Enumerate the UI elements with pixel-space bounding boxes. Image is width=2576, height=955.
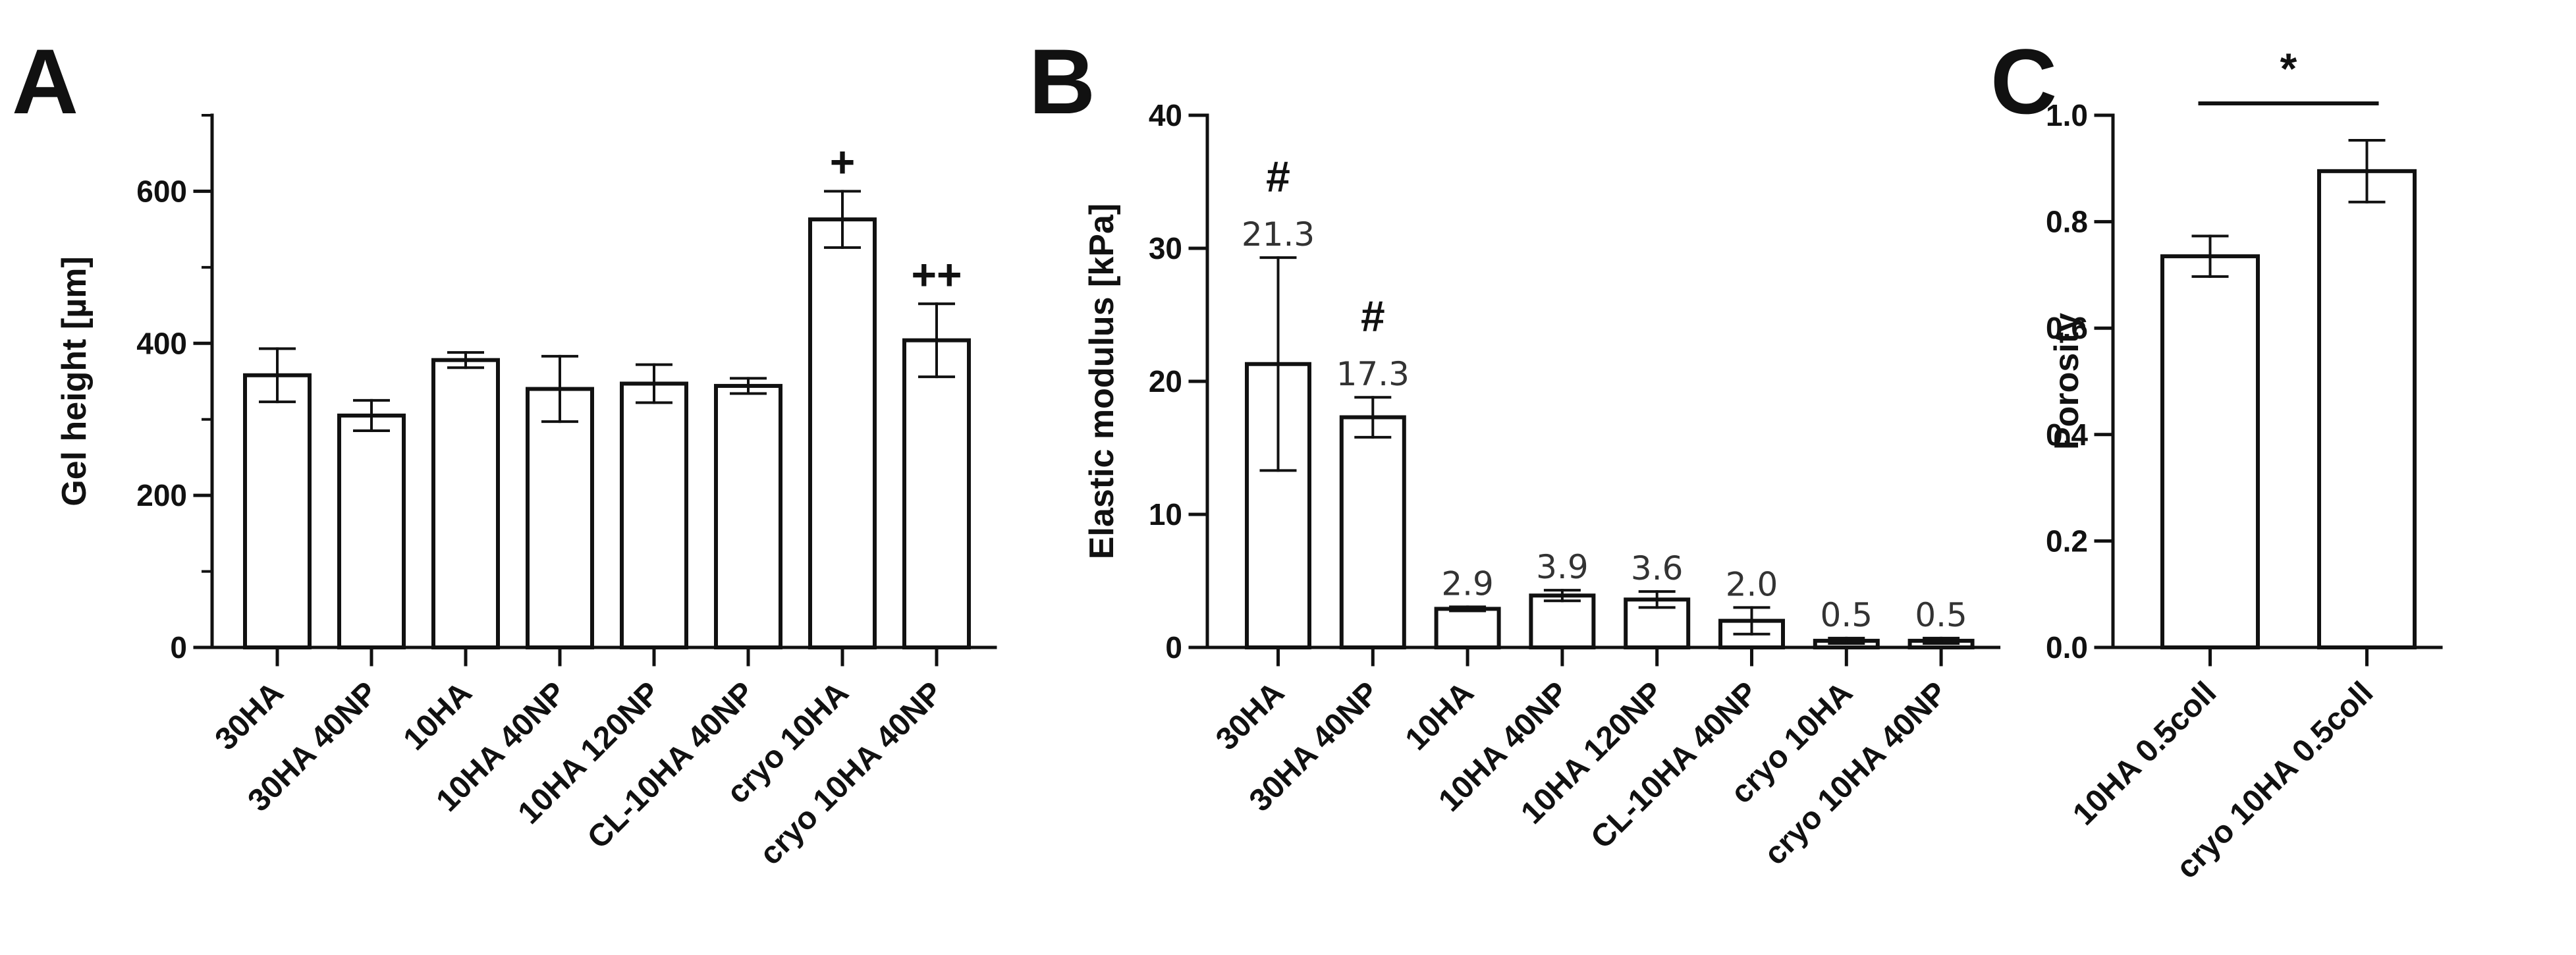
data-label: 3.9 bbox=[1536, 548, 1589, 586]
y-axis-title: Elastic modulus [kPa] bbox=[1083, 204, 1121, 559]
y-tick-label: 0 bbox=[1165, 630, 1182, 665]
data-label: 21.3 bbox=[1242, 215, 1315, 254]
data-label: 17.3 bbox=[1336, 355, 1410, 393]
data-label: 0.5 bbox=[1915, 596, 1967, 634]
y-tick-label: 400 bbox=[136, 326, 187, 360]
y-axis-title: Gel height [µm] bbox=[55, 256, 94, 506]
data-label: 2.9 bbox=[1441, 564, 1494, 603]
bar bbox=[620, 381, 688, 649]
x-tick-label: 30HA bbox=[1209, 675, 1291, 757]
y-tick-label: 0 bbox=[170, 630, 187, 665]
panel-letter: C bbox=[1990, 30, 2057, 133]
bar bbox=[902, 338, 971, 649]
significance-star: * bbox=[2280, 44, 2297, 93]
y-tick-label: 1.0 bbox=[2046, 98, 2088, 132]
significance-mark: ++ bbox=[911, 250, 962, 298]
y-tick-label: 40 bbox=[1149, 98, 1182, 132]
y-tick-label: 200 bbox=[136, 478, 187, 512]
y-tick-label: 30 bbox=[1149, 231, 1182, 265]
panel-letter: A bbox=[12, 30, 78, 133]
bar bbox=[2160, 254, 2260, 649]
bar bbox=[1339, 415, 1406, 649]
bar bbox=[337, 413, 406, 649]
bar bbox=[808, 217, 877, 649]
significance-mark: + bbox=[830, 137, 856, 186]
y-tick-label: 20 bbox=[1149, 364, 1182, 398]
bar bbox=[2317, 169, 2417, 649]
x-tick-label: cryo 10HA 40NP bbox=[753, 675, 949, 871]
y-axis-title: Porosity bbox=[2048, 313, 2086, 450]
y-tick-label: 0.0 bbox=[2046, 630, 2088, 665]
x-tick-label: CL-10HA 40NP bbox=[581, 675, 761, 856]
y-tick-label: 0.6 bbox=[2046, 311, 2088, 345]
x-tick-label: CL-10HA 40NP bbox=[1584, 675, 1765, 856]
bar bbox=[714, 383, 782, 649]
x-tick-label: 30HA bbox=[209, 675, 290, 757]
y-tick-label: 0.4 bbox=[2046, 418, 2088, 452]
data-label: 3.6 bbox=[1631, 549, 1684, 587]
x-tick-label: cryo 10HA 40NP bbox=[1757, 675, 1954, 871]
bar bbox=[1529, 593, 1596, 649]
y-tick-label: 600 bbox=[136, 174, 187, 208]
panel-letter: B bbox=[1029, 30, 1095, 133]
significance-mark: # bbox=[1266, 152, 1290, 201]
bar bbox=[431, 358, 500, 649]
bar bbox=[1434, 607, 1501, 649]
x-tick-label: 10HA 0.5coll bbox=[2066, 675, 2223, 832]
x-tick-label: 10HA bbox=[397, 675, 479, 757]
y-tick-label: 0.2 bbox=[2046, 524, 2088, 558]
x-tick-label: 10HA bbox=[1399, 675, 1481, 757]
bar bbox=[526, 387, 594, 649]
data-label: 2.0 bbox=[1726, 565, 1778, 603]
panel-b: B 0 10 20 30 40 Elastic modulus [kPa] 30HA 21.3 3… bbox=[1029, 30, 2001, 872]
significance-mark: # bbox=[1361, 292, 1385, 341]
bar bbox=[243, 373, 312, 649]
y-tick-label: 10 bbox=[1149, 497, 1182, 532]
data-label: 0.5 bbox=[1821, 596, 1873, 634]
y-tick-label: 0.8 bbox=[2046, 205, 2088, 239]
